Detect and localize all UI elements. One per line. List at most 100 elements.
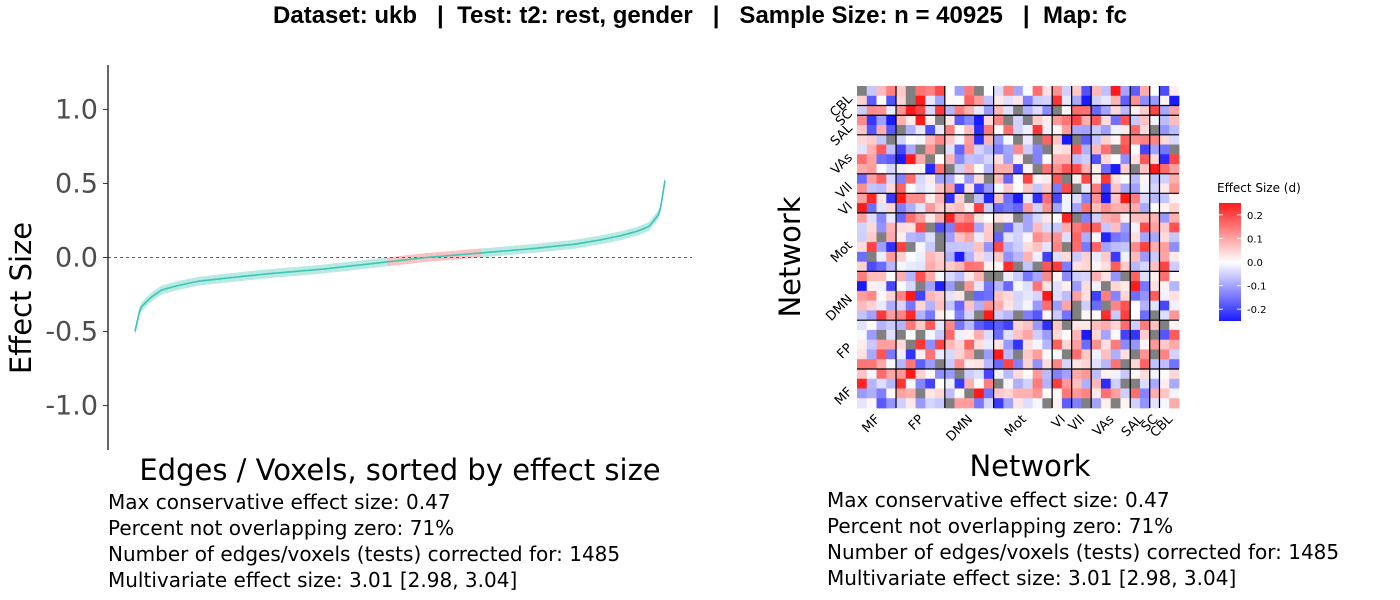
heatmap-cell xyxy=(1169,125,1180,136)
heatmap-cell xyxy=(857,300,868,311)
heatmap-cell xyxy=(1022,183,1034,194)
heatmap-cell xyxy=(954,271,965,282)
heatmap-cell xyxy=(857,193,868,204)
heatmap-cell xyxy=(1120,134,1131,145)
heatmap-cell xyxy=(983,251,995,263)
heatmap-cell xyxy=(1100,203,1112,214)
heatmap-cell xyxy=(925,320,936,331)
heatmap-cell xyxy=(1091,105,1102,116)
heatmap-cell xyxy=(964,212,975,224)
heatmap-cell xyxy=(1130,339,1141,350)
heatmap-cell xyxy=(1052,193,1063,204)
heatmap-cell xyxy=(1042,261,1053,272)
heatmap-cell xyxy=(1091,378,1102,389)
heatmap-cell xyxy=(1100,378,1112,389)
heatmap-cell xyxy=(1071,271,1082,282)
heatmap-cell xyxy=(905,232,916,243)
heatmap-cell xyxy=(915,329,926,341)
heatmap-cell xyxy=(1081,261,1092,272)
heatmap-cell xyxy=(1159,183,1170,194)
heatmap-cell xyxy=(866,95,877,106)
heatmap-cell xyxy=(1013,193,1024,204)
heatmap-cell xyxy=(944,339,955,350)
heatmap-cell xyxy=(993,173,1004,184)
heatmap-cell xyxy=(1149,95,1160,106)
heatmap-cell xyxy=(1081,183,1092,194)
heatmap-cell xyxy=(1120,359,1131,370)
heatmap-cell xyxy=(1061,349,1073,360)
heatmap-cell xyxy=(1042,359,1053,370)
heatmap-cell xyxy=(896,144,907,155)
heatmap-cell xyxy=(1013,86,1024,97)
heatmap-cell xyxy=(1061,320,1073,331)
heatmap-cell xyxy=(1110,154,1121,165)
heatmap-cell xyxy=(1081,300,1092,311)
heatmap-cell xyxy=(1149,310,1160,321)
heatmap-cell xyxy=(1139,281,1151,292)
heatmap-cell xyxy=(905,144,916,155)
heatmap-cell xyxy=(1159,193,1170,204)
heatmap-cell xyxy=(1091,388,1102,399)
heatmap-cell xyxy=(1110,115,1121,126)
heatmap-cell xyxy=(1003,398,1014,409)
heatmap-cell xyxy=(1110,320,1121,331)
heatmap-cell xyxy=(876,320,887,331)
heatmap-cell xyxy=(915,320,926,331)
heatmap-cell xyxy=(1022,300,1034,311)
legend-ticks: 0.2 0.1 0.0 -0.1 -0.2 xyxy=(1219,211,1267,316)
heatmap-cell xyxy=(1159,290,1170,302)
heatmap-cell xyxy=(857,154,868,165)
heatmap-cell xyxy=(1061,134,1073,145)
heatmap-cell xyxy=(1003,193,1014,204)
heatmap-cell xyxy=(1139,164,1151,175)
heatmap-cell xyxy=(1091,261,1102,272)
heatmap-cell xyxy=(1052,105,1063,116)
heatmap-cell xyxy=(886,290,897,302)
heatmap-cell xyxy=(1061,86,1073,97)
heatmap-cell xyxy=(954,242,965,253)
heatmap-cell xyxy=(866,300,877,311)
heatmap-cell xyxy=(896,203,907,214)
heatmap-cell xyxy=(1149,115,1160,126)
legend-tick-label: -0.2 xyxy=(1247,305,1267,316)
heatmap-cell xyxy=(896,290,907,302)
heatmap-cell xyxy=(915,95,926,106)
heatmap-cell xyxy=(857,290,868,302)
heatmap-cell xyxy=(1022,339,1034,350)
heatmap-cell xyxy=(915,212,926,224)
heatmap-cell xyxy=(1003,125,1014,136)
heatmap-cell xyxy=(1139,173,1151,184)
heatmap-cell xyxy=(866,212,877,224)
heatmap-cell xyxy=(1081,144,1092,155)
heatmap-cell xyxy=(1120,125,1131,136)
heatmap-cell xyxy=(1100,105,1112,116)
heatmap-cell xyxy=(993,349,1004,360)
heatmap-cell xyxy=(876,183,887,194)
heatmap-cell xyxy=(886,329,897,341)
heatmap-cell xyxy=(983,388,995,399)
heatmap-cell xyxy=(954,368,965,380)
heatmap-cell xyxy=(1139,290,1151,302)
heatmap-cell xyxy=(1100,125,1112,136)
legend-tick-label: 0.1 xyxy=(1247,234,1263,245)
heatmap-cell xyxy=(1032,329,1043,341)
heatmap-cell xyxy=(983,232,995,243)
heatmap-cell xyxy=(857,95,868,106)
heatmap-cell xyxy=(1071,222,1082,233)
heatmap-cell xyxy=(925,183,936,194)
heatmap-cell xyxy=(964,251,975,263)
heatmap-cell xyxy=(1061,398,1073,409)
heatmap-cell xyxy=(866,193,877,204)
heatmap-cell xyxy=(944,320,955,331)
x-tick-label: DMN xyxy=(944,412,976,444)
heatmap-cell xyxy=(896,232,907,243)
heatmap-cell xyxy=(993,300,1004,311)
heatmap-cell xyxy=(1110,290,1121,302)
heatmap-cell xyxy=(876,368,887,380)
heatmap-cell xyxy=(1081,222,1092,233)
y-tick-label: VI xyxy=(836,199,856,219)
legend-tick-label: -0.1 xyxy=(1247,282,1267,293)
heatmap-cell xyxy=(857,398,868,409)
heatmap-cell xyxy=(944,329,955,341)
heatmap-cell xyxy=(866,388,877,399)
